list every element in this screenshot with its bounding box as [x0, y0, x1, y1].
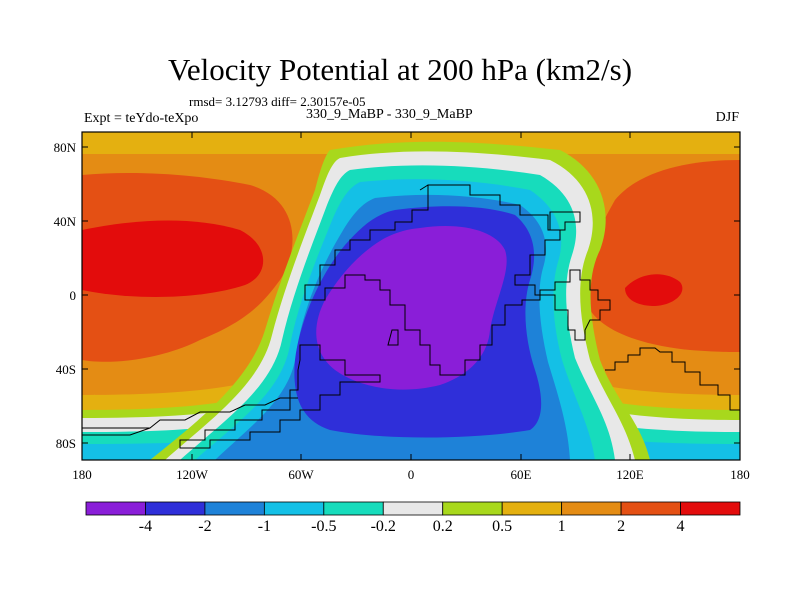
colorbar-label: -0.5 [311, 518, 336, 535]
colorbar: -4 -2 -1 -0.5 -0.2 0.2 0.5 1 2 4 [85, 501, 741, 535]
case-label: 330_9_MaBP - 330_9_MaBP [306, 107, 473, 122]
colorbar-label: 4 [677, 518, 685, 535]
lat-label: 80N [54, 140, 77, 155]
colorbar-label: -4 [139, 518, 152, 535]
lat-label: 40N [54, 214, 77, 229]
colorbar-swatch [561, 501, 622, 516]
lon-labels: 180 120W 60W 0 60E 120E 180 [72, 467, 750, 482]
colorbar-swatch [85, 501, 146, 516]
colorbar-swatch [620, 501, 681, 516]
colorbar-label: 1 [558, 518, 566, 535]
lat-label: 40S [56, 362, 76, 377]
lat-labels: 80N 40N 0 40S 80S [54, 140, 77, 451]
map-title: Velocity Potential at 200 hPa (km2/s) [167, 52, 633, 87]
lon-label: 120E [616, 467, 644, 482]
colorbar-swatch [680, 501, 741, 516]
colorbar-label: 0.2 [433, 518, 453, 535]
lat-label: 0 [70, 288, 77, 303]
colorbar-label: 2 [617, 518, 625, 535]
lon-label: 180 [730, 467, 750, 482]
colorbar-label: 0.5 [492, 518, 512, 535]
lat-label: 80S [56, 436, 76, 451]
contour-fill [82, 132, 740, 460]
colorbar-swatch [382, 501, 444, 516]
colorbar-label: -0.2 [371, 518, 396, 535]
colorbar-swatch [442, 501, 503, 516]
lon-label: 60W [288, 467, 314, 482]
colorbar-swatch [501, 501, 563, 516]
colorbar-swatch [323, 501, 384, 516]
colorbar-swatch [204, 501, 265, 516]
colorbar-label: -1 [258, 518, 271, 535]
lon-label: 120W [176, 467, 209, 482]
rmsd-label: rmsd= 3.12793 diff= 2.30157e-05 [189, 94, 366, 109]
colorbar-label: -2 [198, 518, 211, 535]
experiment-label: Expt = teYdo-teXpo [84, 111, 199, 126]
lon-label: 60E [511, 467, 532, 482]
colorbar-swatch [263, 501, 325, 516]
season-label: DJF [715, 110, 739, 125]
axis-ticks [81, 132, 741, 460]
lon-label: 0 [408, 467, 415, 482]
lon-label: 180 [72, 467, 92, 482]
coastlines [82, 184, 740, 449]
colorbar-swatch [145, 501, 206, 516]
